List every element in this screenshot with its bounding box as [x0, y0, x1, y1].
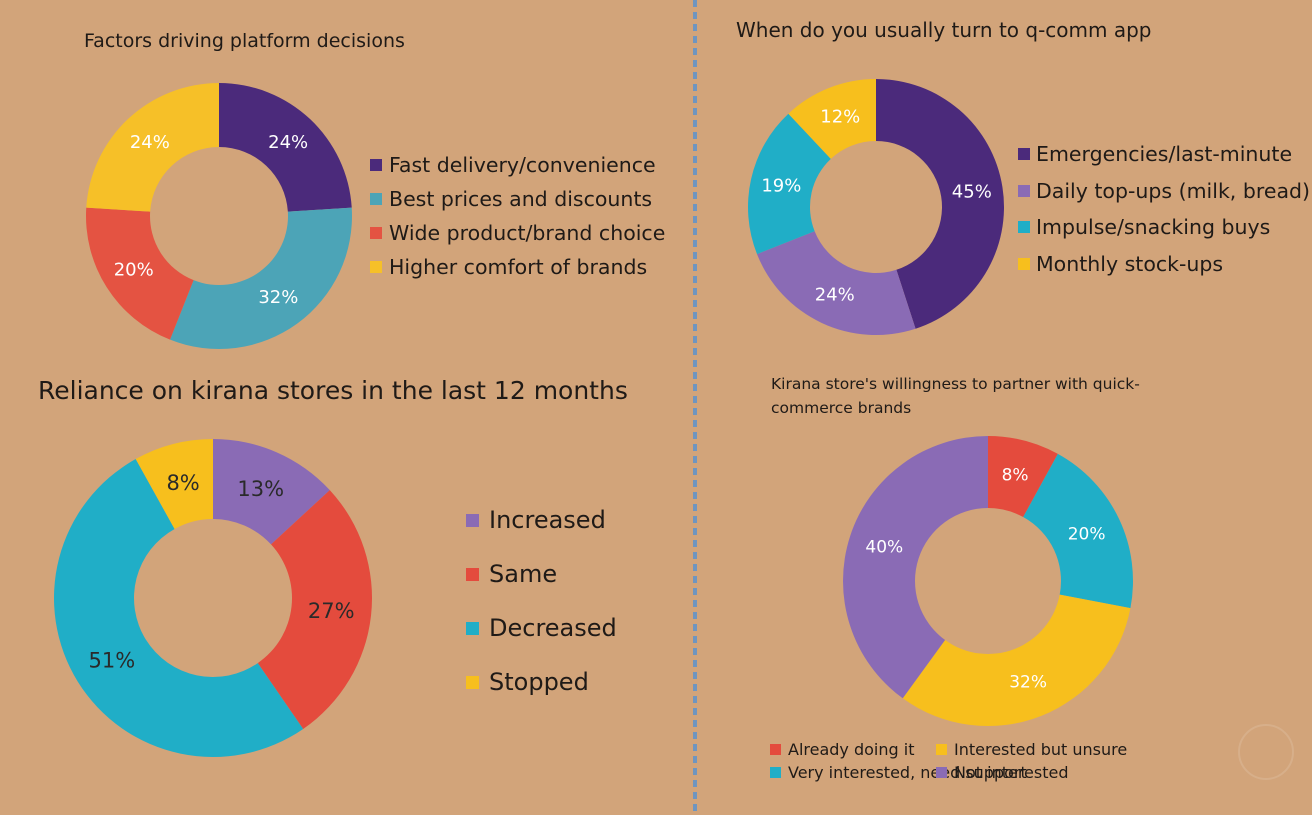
- platform-slice-label-2: 20%: [114, 260, 154, 281]
- legend-item: Not interested: [936, 761, 1069, 784]
- dotted-divider: [693, 0, 697, 815]
- qcomm-chart-title: When do you usually turn to q-comm app: [736, 18, 1152, 42]
- qcomm-slice-label-2: 19%: [761, 175, 801, 196]
- legend-item: Monthly stock-ups: [1018, 246, 1310, 283]
- qcomm-slice-0: [876, 79, 1004, 329]
- kirana-slice-2: [54, 459, 304, 757]
- legend-label: Increased: [489, 506, 606, 534]
- partner-legend: Already doing it Interested but unsure V…: [770, 738, 1200, 784]
- legend-swatch: [770, 744, 781, 755]
- partner-slice-label-3: 40%: [865, 537, 903, 557]
- partner-slice-label-2: 32%: [1009, 672, 1047, 692]
- legend-item: Already doing it: [770, 738, 936, 761]
- platform-legend: Fast delivery/convenience Best prices an…: [370, 148, 665, 284]
- legend-label: Stopped: [489, 668, 589, 696]
- legend-swatch: [1018, 221, 1030, 234]
- legend-label: Impulse/snacking buys: [1036, 215, 1271, 240]
- legend-label: Fast delivery/convenience: [389, 153, 656, 177]
- legend-item: Best prices and discounts: [370, 182, 665, 216]
- legend-swatch: [770, 767, 781, 778]
- legend-swatch: [1018, 257, 1030, 270]
- legend-item: Emergencies/last-minute: [1018, 136, 1310, 173]
- partner-slice-label-0: 8%: [1002, 465, 1029, 485]
- legend-item: Stopped: [466, 655, 617, 709]
- legend-item: Impulse/snacking buys: [1018, 209, 1310, 246]
- kirana-legend: Increased Same Decreased Stopped: [466, 493, 617, 709]
- legend-item: Very interested, need support: [770, 761, 1027, 784]
- partner-slice-1: [1023, 453, 1133, 609]
- qcomm-slice-1: [756, 231, 916, 336]
- platform-slice-2: [85, 207, 194, 340]
- legend-label: Emergencies/last-minute: [1036, 142, 1293, 167]
- legend-swatch: [936, 767, 947, 778]
- legend-label: Best prices and discounts: [389, 187, 653, 211]
- faint-circle-decoration: [1238, 724, 1294, 780]
- qcomm-slice-label-0: 45%: [952, 181, 992, 202]
- partner-chart-title: Kirana store's willingness to partner wi…: [771, 375, 1140, 417]
- legend-label: Higher comfort of brands: [389, 255, 648, 279]
- legend-label: Very interested, need support: [788, 763, 1027, 782]
- platform-slice-label-3: 24%: [130, 132, 170, 153]
- platform-slice-0: [219, 83, 352, 212]
- partner-slice-3: [842, 436, 988, 699]
- qcomm-legend: Emergencies/last-minute Daily top-ups (m…: [1018, 136, 1310, 282]
- legend-swatch: [370, 261, 382, 273]
- legend-swatch: [936, 744, 947, 755]
- legend-label: Decreased: [489, 614, 617, 642]
- legend-label: Monthly stock-ups: [1036, 251, 1224, 276]
- platform-chart-title: Factors driving platform decisions: [84, 30, 405, 52]
- kirana-slice-label-0: 13%: [237, 477, 284, 501]
- kirana-slice-label-3: 8%: [166, 471, 199, 495]
- legend-item: Higher comfort of brands: [370, 250, 665, 284]
- legend-swatch: [466, 675, 479, 689]
- kirana-slice-3: [135, 439, 213, 529]
- kirana-slice-label-2: 51%: [89, 649, 136, 673]
- qcomm-slice-label-3: 12%: [820, 106, 860, 127]
- platform-slice-1: [170, 207, 352, 349]
- legend-swatch: [1018, 148, 1030, 161]
- kirana-chart-title: Reliance on kirana stores in the last 12…: [38, 376, 628, 405]
- legend-item: Same: [466, 547, 617, 601]
- partner-slice-label-1: 20%: [1068, 525, 1106, 545]
- kirana-slice-label-1: 27%: [308, 599, 355, 623]
- legend-label: Already doing it: [788, 740, 915, 759]
- legend-swatch: [466, 621, 479, 635]
- legend-label: Daily top-ups (milk, bread): [1036, 178, 1311, 203]
- legend-item: Interested but unsure: [936, 738, 1127, 761]
- legend-label: Not interested: [954, 763, 1069, 782]
- qcomm-slice-2: [748, 113, 831, 255]
- qcomm-slice-3: [788, 79, 876, 159]
- legend-swatch: [1018, 184, 1030, 197]
- legend-item: Wide product/brand choice: [370, 216, 665, 250]
- legend-swatch: [466, 513, 479, 527]
- platform-slice-3: [86, 83, 219, 212]
- legend-item: Fast delivery/convenience: [370, 148, 665, 182]
- platform-slice-label-0: 24%: [268, 132, 308, 153]
- platform-slice-label-1: 32%: [258, 287, 298, 308]
- legend-item: Decreased: [466, 601, 617, 655]
- kirana-slice-0: [213, 439, 330, 545]
- legend-swatch: [370, 227, 382, 239]
- partner-slice-2: [902, 594, 1131, 726]
- legend-swatch: [466, 567, 479, 581]
- kirana-slice-1: [257, 490, 372, 729]
- qcomm-slice-label-1: 24%: [815, 284, 855, 305]
- legend-swatch: [370, 159, 382, 171]
- legend-label: Same: [489, 560, 558, 588]
- legend-label: Wide product/brand choice: [389, 221, 666, 245]
- legend-swatch: [370, 193, 382, 205]
- legend-item: Daily top-ups (milk, bread): [1018, 173, 1310, 210]
- partner-slice-0: [988, 436, 1058, 518]
- legend-label: Interested but unsure: [954, 740, 1128, 759]
- legend-item: Increased: [466, 493, 617, 547]
